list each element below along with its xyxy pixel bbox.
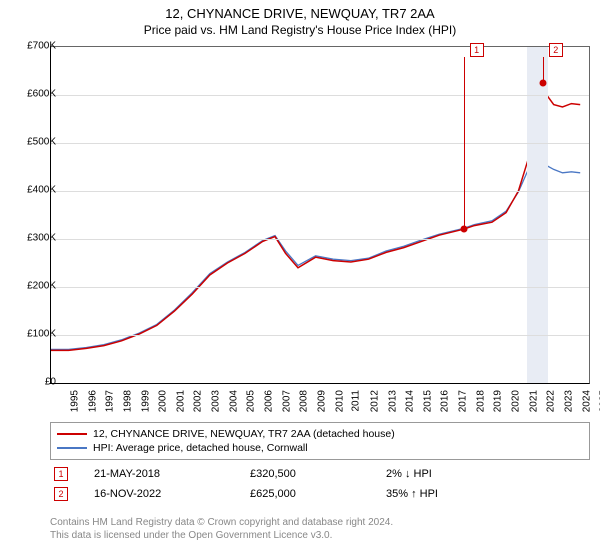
gridline-h	[51, 191, 589, 192]
xtick-label: 2005	[246, 390, 257, 412]
xtick-label: 2018	[475, 390, 486, 412]
xtick-label: 2023	[563, 390, 574, 412]
xtick-label: 2006	[263, 390, 274, 412]
series-property	[51, 83, 580, 350]
sale-date: 16-NOV-2022	[68, 488, 224, 500]
sale-price: £320,500	[224, 468, 360, 480]
chart-title: 12, CHYNANCE DRIVE, NEWQUAY, TR7 2AA	[0, 0, 600, 21]
xtick-label: 2015	[422, 390, 433, 412]
sale-row: 121-MAY-2018£320,5002% ↓ HPI	[50, 464, 590, 484]
xtick-label: 2010	[334, 390, 345, 412]
chart-subtitle: Price paid vs. HM Land Registry's House …	[0, 21, 600, 41]
sale-date: 21-MAY-2018	[68, 468, 224, 480]
shade-band	[527, 47, 548, 383]
xtick-label: 2024	[581, 390, 592, 412]
sales-table: 121-MAY-2018£320,5002% ↓ HPI216-NOV-2022…	[50, 464, 590, 504]
ytick-label: £400K	[6, 185, 56, 196]
xtick-label: 2011	[351, 390, 362, 412]
legend-label: HPI: Average price, detached house, Corn…	[93, 442, 308, 454]
sale-marker-icon: 1	[54, 467, 68, 481]
marker-dot-2	[539, 80, 546, 87]
series-hpi	[51, 161, 580, 349]
xtick-label: 2014	[404, 390, 415, 412]
gridline-h	[51, 239, 589, 240]
xtick-label: 2016	[440, 390, 451, 412]
plot-area: 12	[50, 46, 590, 384]
gridline-h	[51, 143, 589, 144]
xtick-label: 2020	[510, 390, 521, 412]
xtick-label: 2021	[528, 390, 539, 412]
xtick-label: 2019	[493, 390, 504, 412]
ytick-label: £300K	[6, 233, 56, 244]
line-series-svg	[51, 47, 589, 383]
ytick-label: £500K	[6, 137, 56, 148]
xtick-label: 2003	[210, 390, 221, 412]
xtick-label: 1998	[122, 390, 133, 412]
xtick-label: 2004	[228, 390, 239, 412]
xtick-label: 2012	[369, 390, 380, 412]
footer-line-1: Contains HM Land Registry data © Crown c…	[50, 516, 393, 529]
marker-line-1	[464, 57, 465, 229]
legend-box: 12, CHYNANCE DRIVE, NEWQUAY, TR7 2AA (de…	[50, 422, 590, 460]
legend-swatch	[57, 447, 87, 449]
footer-line-2: This data is licensed under the Open Gov…	[50, 529, 393, 542]
sale-price: £625,000	[224, 488, 360, 500]
sale-row: 216-NOV-2022£625,00035% ↑ HPI	[50, 484, 590, 504]
gridline-h	[51, 287, 589, 288]
ytick-label: £200K	[6, 281, 56, 292]
footer-attribution: Contains HM Land Registry data © Crown c…	[50, 516, 393, 542]
gridline-h	[51, 95, 589, 96]
xtick-label: 1997	[105, 390, 116, 412]
chart-container: 12, CHYNANCE DRIVE, NEWQUAY, TR7 2AA Pri…	[0, 0, 600, 560]
ytick-label: £700K	[6, 41, 56, 52]
sale-vs-hpi: 35% ↑ HPI	[360, 488, 466, 500]
xtick-label: 1999	[140, 390, 151, 412]
legend-swatch	[57, 433, 87, 435]
xtick-label: 2009	[316, 390, 327, 412]
gridline-h	[51, 335, 589, 336]
legend-label: 12, CHYNANCE DRIVE, NEWQUAY, TR7 2AA (de…	[93, 428, 395, 440]
xtick-label: 2008	[299, 390, 310, 412]
ytick-label: £0	[6, 377, 56, 388]
xtick-label: 2002	[193, 390, 204, 412]
xtick-label: 2013	[387, 390, 398, 412]
legend-item: 12, CHYNANCE DRIVE, NEWQUAY, TR7 2AA (de…	[57, 427, 583, 441]
xtick-label: 2022	[546, 390, 557, 412]
xtick-label: 1995	[69, 390, 80, 412]
xtick-label: 2007	[281, 390, 292, 412]
marker-dot-1	[460, 226, 467, 233]
marker-label-1: 1	[470, 43, 484, 57]
ytick-label: £600K	[6, 89, 56, 100]
xtick-label: 2017	[457, 390, 468, 412]
xtick-label: 2001	[175, 390, 186, 412]
sale-marker-icon: 2	[54, 487, 68, 501]
ytick-label: £100K	[6, 329, 56, 340]
xtick-label: 2000	[157, 390, 168, 412]
xtick-label: 1996	[87, 390, 98, 412]
marker-label-2: 2	[549, 43, 563, 57]
legend-item: HPI: Average price, detached house, Corn…	[57, 441, 583, 455]
sale-vs-hpi: 2% ↓ HPI	[360, 468, 466, 480]
